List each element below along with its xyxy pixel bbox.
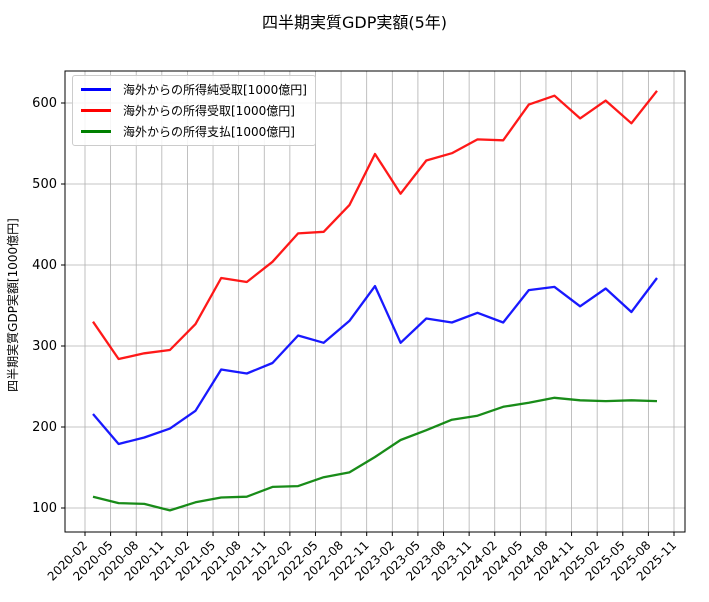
legend-swatch-green: [81, 130, 111, 133]
series-line: [92, 277, 658, 446]
chart-title: 四半期実質GDP実額(5年): [261, 13, 448, 32]
y-tick-label: 500: [32, 177, 57, 192]
series-line: [92, 90, 658, 361]
legend-item-receipts: 海外からの所得受取[1000億円]: [81, 100, 307, 121]
legend-swatch-red: [81, 109, 111, 112]
legend-item-net: 海外からの所得純受取[1000億円]: [81, 79, 307, 100]
y-tick-label: 200: [32, 420, 57, 435]
y-axis-ticks: 100 200 300 400 500 600: [32, 96, 65, 516]
legend-label: 海外からの所得純受取[1000億円]: [123, 83, 307, 97]
y-tick-label: 600: [32, 96, 57, 111]
x-axis-ticks: 2020-022020-052020-082020-112021-022021-…: [45, 532, 679, 584]
legend-label: 海外からの所得受取[1000億円]: [123, 104, 295, 118]
y-tick-label: 400: [32, 258, 57, 273]
legend-item-payments: 海外からの所得支払[1000億円]: [81, 121, 307, 142]
y-tick-label: 100: [32, 501, 57, 516]
legend: 海外からの所得純受取[1000億円] 海外からの所得受取[1000億円] 海外か…: [72, 75, 316, 146]
legend-label: 海外からの所得支払[1000億円]: [123, 125, 295, 139]
series-line: [92, 396, 658, 512]
y-tick-label: 300: [32, 339, 57, 354]
data-series: [92, 90, 658, 512]
plot-frame: [64, 70, 686, 533]
grid-lines: [65, 71, 685, 532]
y-axis-label: 四半期実質GDP実額[1000億円]: [6, 218, 20, 392]
legend-swatch-blue: [81, 88, 111, 91]
